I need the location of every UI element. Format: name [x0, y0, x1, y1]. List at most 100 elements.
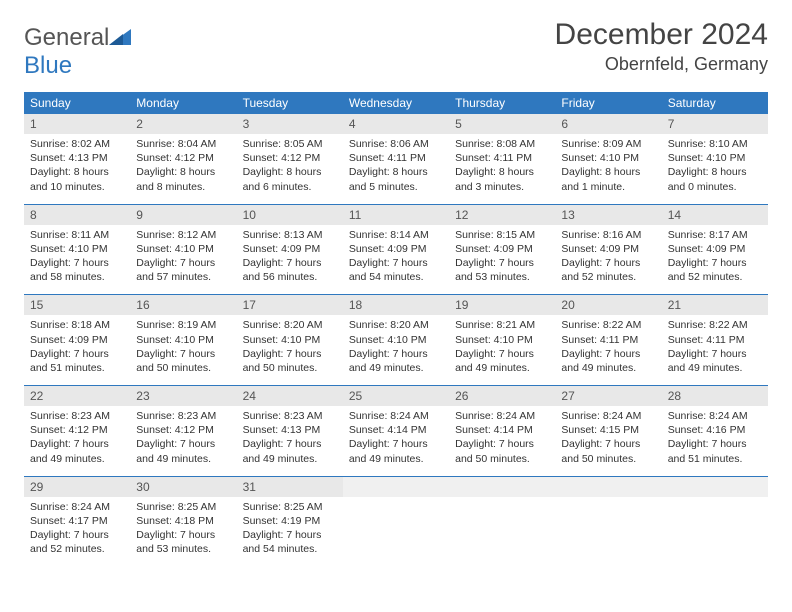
daynum-row: 22232425262728: [24, 386, 768, 406]
sunrise-text: Sunrise: 8:02 AM: [30, 137, 124, 151]
sunset-text: Sunset: 4:19 PM: [243, 514, 337, 528]
day-number: 21: [662, 295, 768, 315]
day-cell: Sunrise: 8:24 AMSunset: 4:17 PMDaylight:…: [24, 497, 130, 567]
day-cell: Sunrise: 8:25 AMSunset: 4:19 PMDaylight:…: [237, 497, 343, 567]
day-cell: [555, 497, 661, 567]
daylight-text: Daylight: 7 hours and 51 minutes.: [668, 437, 762, 465]
dow-header: Tuesday: [237, 92, 343, 114]
day-number: [662, 477, 768, 497]
day-number: 1: [24, 114, 130, 134]
day-cell: [343, 497, 449, 567]
sunrise-text: Sunrise: 8:08 AM: [455, 137, 549, 151]
sunrise-text: Sunrise: 8:14 AM: [349, 228, 443, 242]
sunset-text: Sunset: 4:10 PM: [243, 333, 337, 347]
sunrise-text: Sunrise: 8:25 AM: [136, 500, 230, 514]
daylight-text: Daylight: 7 hours and 49 minutes.: [349, 347, 443, 375]
daylight-text: Daylight: 7 hours and 50 minutes.: [455, 437, 549, 465]
day-number: 25: [343, 386, 449, 406]
daylight-text: Daylight: 8 hours and 3 minutes.: [455, 165, 549, 193]
sunrise-text: Sunrise: 8:15 AM: [455, 228, 549, 242]
daylight-text: Daylight: 7 hours and 52 minutes.: [30, 528, 124, 556]
day-number: 24: [237, 386, 343, 406]
sunset-text: Sunset: 4:17 PM: [30, 514, 124, 528]
daylight-text: Daylight: 8 hours and 6 minutes.: [243, 165, 337, 193]
brand-name: General Blue: [24, 24, 131, 80]
day-number: 3: [237, 114, 343, 134]
day-number: 22: [24, 386, 130, 406]
day-cell: Sunrise: 8:18 AMSunset: 4:09 PMDaylight:…: [24, 315, 130, 385]
day-number: 7: [662, 114, 768, 134]
sunrise-text: Sunrise: 8:05 AM: [243, 137, 337, 151]
day-cell: Sunrise: 8:25 AMSunset: 4:18 PMDaylight:…: [130, 497, 236, 567]
day-cell: Sunrise: 8:13 AMSunset: 4:09 PMDaylight:…: [237, 225, 343, 295]
page-title: December 2024: [555, 18, 768, 52]
day-number: 19: [449, 295, 555, 315]
daylight-text: Daylight: 7 hours and 52 minutes.: [561, 256, 655, 284]
sunset-text: Sunset: 4:12 PM: [136, 151, 230, 165]
sunset-text: Sunset: 4:15 PM: [561, 423, 655, 437]
dow-header: Monday: [130, 92, 236, 114]
day-cell: Sunrise: 8:10 AMSunset: 4:10 PMDaylight:…: [662, 134, 768, 204]
triangle-icon: [109, 24, 131, 52]
day-cell: Sunrise: 8:05 AMSunset: 4:12 PMDaylight:…: [237, 134, 343, 204]
sunrise-text: Sunrise: 8:16 AM: [561, 228, 655, 242]
sunset-text: Sunset: 4:09 PM: [455, 242, 549, 256]
daylight-text: Daylight: 7 hours and 49 minutes.: [561, 347, 655, 375]
daydata-row: Sunrise: 8:11 AMSunset: 4:10 PMDaylight:…: [24, 225, 768, 295]
daylight-text: Daylight: 7 hours and 53 minutes.: [136, 528, 230, 556]
day-cell: Sunrise: 8:23 AMSunset: 4:12 PMDaylight:…: [24, 406, 130, 476]
day-number: 8: [24, 205, 130, 225]
day-number: 13: [555, 205, 661, 225]
sunrise-text: Sunrise: 8:13 AM: [243, 228, 337, 242]
daylight-text: Daylight: 7 hours and 58 minutes.: [30, 256, 124, 284]
daylight-text: Daylight: 7 hours and 49 minutes.: [349, 437, 443, 465]
daylight-text: Daylight: 8 hours and 8 minutes.: [136, 165, 230, 193]
sunset-text: Sunset: 4:12 PM: [243, 151, 337, 165]
day-number: 4: [343, 114, 449, 134]
daylight-text: Daylight: 7 hours and 56 minutes.: [243, 256, 337, 284]
daynum-row: 891011121314: [24, 205, 768, 225]
sunrise-text: Sunrise: 8:24 AM: [561, 409, 655, 423]
sunset-text: Sunset: 4:12 PM: [136, 423, 230, 437]
day-cell: Sunrise: 8:21 AMSunset: 4:10 PMDaylight:…: [449, 315, 555, 385]
sunrise-text: Sunrise: 8:24 AM: [455, 409, 549, 423]
daylight-text: Daylight: 7 hours and 50 minutes.: [561, 437, 655, 465]
sunrise-text: Sunrise: 8:17 AM: [668, 228, 762, 242]
sunset-text: Sunset: 4:09 PM: [561, 242, 655, 256]
day-cell: Sunrise: 8:20 AMSunset: 4:10 PMDaylight:…: [237, 315, 343, 385]
sunset-text: Sunset: 4:10 PM: [561, 151, 655, 165]
day-number: 30: [130, 477, 236, 497]
day-cell: Sunrise: 8:11 AMSunset: 4:10 PMDaylight:…: [24, 225, 130, 295]
daydata-row: Sunrise: 8:24 AMSunset: 4:17 PMDaylight:…: [24, 497, 768, 567]
day-cell: Sunrise: 8:24 AMSunset: 4:14 PMDaylight:…: [449, 406, 555, 476]
dow-header: Thursday: [449, 92, 555, 114]
day-number: 16: [130, 295, 236, 315]
sunset-text: Sunset: 4:14 PM: [349, 423, 443, 437]
daylight-text: Daylight: 8 hours and 0 minutes.: [668, 165, 762, 193]
day-cell: Sunrise: 8:23 AMSunset: 4:13 PMDaylight:…: [237, 406, 343, 476]
day-number: 27: [555, 386, 661, 406]
sunset-text: Sunset: 4:10 PM: [349, 333, 443, 347]
dow-header: Friday: [555, 92, 661, 114]
sunset-text: Sunset: 4:09 PM: [30, 333, 124, 347]
dow-header: Saturday: [662, 92, 768, 114]
daylight-text: Daylight: 7 hours and 49 minutes.: [243, 437, 337, 465]
daydata-row: Sunrise: 8:18 AMSunset: 4:09 PMDaylight:…: [24, 315, 768, 385]
brand-logo: General Blue: [24, 18, 131, 80]
sunset-text: Sunset: 4:09 PM: [243, 242, 337, 256]
sunrise-text: Sunrise: 8:20 AM: [243, 318, 337, 332]
sunrise-text: Sunrise: 8:22 AM: [561, 318, 655, 332]
day-number: 15: [24, 295, 130, 315]
sunset-text: Sunset: 4:10 PM: [136, 242, 230, 256]
sunrise-text: Sunrise: 8:23 AM: [30, 409, 124, 423]
day-number: [555, 477, 661, 497]
sunrise-text: Sunrise: 8:24 AM: [30, 500, 124, 514]
daylight-text: Daylight: 7 hours and 51 minutes.: [30, 347, 124, 375]
sunset-text: Sunset: 4:14 PM: [455, 423, 549, 437]
day-cell: Sunrise: 8:09 AMSunset: 4:10 PMDaylight:…: [555, 134, 661, 204]
day-number: 17: [237, 295, 343, 315]
daylight-text: Daylight: 7 hours and 49 minutes.: [668, 347, 762, 375]
daylight-text: Daylight: 7 hours and 49 minutes.: [30, 437, 124, 465]
day-number: 31: [237, 477, 343, 497]
day-number: [343, 477, 449, 497]
